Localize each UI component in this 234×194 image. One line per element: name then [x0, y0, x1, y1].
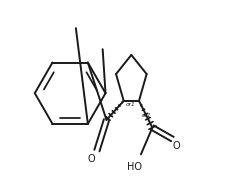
Text: O: O: [87, 154, 95, 164]
Text: or1: or1: [126, 102, 136, 107]
Text: HO: HO: [127, 162, 142, 172]
Text: or1: or1: [142, 113, 151, 118]
Text: O: O: [172, 141, 180, 151]
